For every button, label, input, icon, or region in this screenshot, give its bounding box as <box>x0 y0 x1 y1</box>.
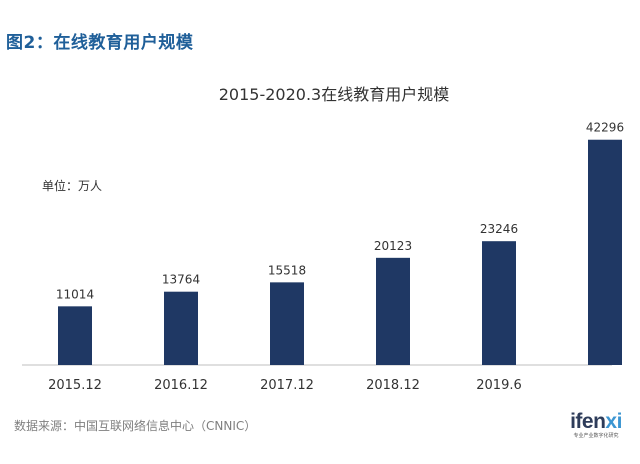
tick-label-5: 2019.6 <box>476 378 522 393</box>
logo-brand-main: ifen <box>570 410 606 433</box>
value-label-1: 11014 <box>56 287 94 301</box>
logo-brand: ifenxi <box>562 411 630 433</box>
value-label-3: 15518 <box>268 263 306 277</box>
bar-6 <box>588 139 622 365</box>
value-label-4: 20123 <box>374 239 412 253</box>
tick-label-2: 2016.12 <box>154 378 208 393</box>
bar-3 <box>270 282 304 365</box>
value-label-2: 13764 <box>162 273 200 287</box>
logo-brand-accent: xi <box>605 410 622 433</box>
tick-label-4: 2018.12 <box>366 378 420 393</box>
bar-1 <box>58 306 92 365</box>
value-label-5: 23246 <box>480 222 518 236</box>
chart-title: 2015-2020.3在线教育用户规模 <box>219 85 449 104</box>
value-label-6: 42296 <box>586 121 624 135</box>
tick-label-1: 2015.12 <box>48 378 102 393</box>
unit-label: 单位：万人 <box>42 178 102 193</box>
value-labels-group: 11014 13764 15518 20123 23246 42296 <box>56 121 624 302</box>
bar-5 <box>482 241 516 365</box>
figure-label: 图2：在线教育用户规模 <box>6 28 193 53</box>
figure-label-title: 在线教育用户规模 <box>53 33 194 53</box>
figure-label-prefix: 图2： <box>6 33 54 53</box>
bar-2 <box>164 291 198 365</box>
bars-group <box>58 139 622 365</box>
bar-4 <box>376 257 410 365</box>
tick-labels-group: 2015.12 2016.12 2017.12 2018.12 2019.6 <box>48 378 522 393</box>
data-source-note: 数据来源：中国互联网络信息中心（CNNIC） <box>14 419 257 433</box>
logo-slogan: 专业产业数字化研究 <box>573 433 619 439</box>
tick-label-3: 2017.12 <box>260 378 314 393</box>
ifenxi-logo: ifenxi 专业产业数字化研究 <box>562 411 630 445</box>
